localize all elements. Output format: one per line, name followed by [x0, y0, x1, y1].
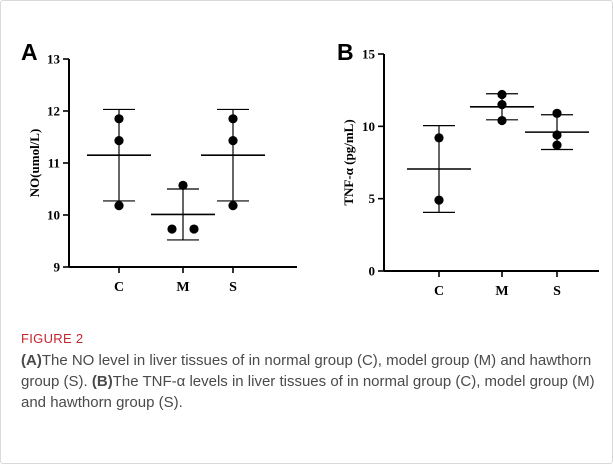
panel-label-a: A	[21, 39, 38, 65]
panel-label-b: B	[337, 39, 354, 65]
figure-charts: A B 9 10 11 12 13 NO(umol/L) C M S 0 5 10 15 TNF-α (…	[1, 1, 613, 311]
y-tick-label: 13	[47, 52, 61, 67]
figure-caption: FIGURE 2 (A)The NO level in liver tissue…	[21, 331, 596, 413]
figure-label: FIGURE 2	[21, 331, 84, 346]
caption-marker-a: (A)	[21, 352, 42, 369]
y-tick-label: 12	[47, 104, 60, 119]
data-point	[552, 108, 562, 118]
data-point	[189, 224, 199, 234]
x-tick-label: S	[229, 280, 237, 295]
y-tick-label: 0	[369, 264, 376, 279]
x-tick-label: M	[176, 280, 189, 295]
x-tick-label: S	[553, 284, 561, 299]
caption-text: (A)The NO level in liver tissues of in n…	[21, 350, 596, 413]
data-point	[228, 114, 238, 124]
y-tick-label: 5	[369, 191, 376, 206]
data-point	[497, 115, 507, 126]
y-tick-label: 10	[47, 208, 60, 223]
y-axis-label: NO(umol/L)	[27, 129, 42, 198]
y-tick-label: 11	[48, 156, 60, 171]
data-point	[552, 140, 562, 150]
data-point	[228, 136, 238, 146]
x-tick-label: C	[434, 284, 444, 299]
y-tick-label: 15	[362, 47, 376, 62]
data-point	[228, 201, 238, 211]
caption-marker-b: (B)	[91, 373, 113, 390]
data-point	[114, 114, 124, 124]
data-point	[178, 180, 188, 190]
data-point	[497, 100, 507, 110]
x-tick-label: C	[114, 280, 124, 295]
data-point	[114, 201, 124, 211]
chart-b: 0 5 10 15 TNF-α (pg/mL) C M S	[341, 47, 599, 299]
data-point	[114, 136, 124, 146]
x-tick-label: M	[495, 284, 508, 299]
data-point	[167, 224, 177, 234]
y-tick-label: 9	[54, 260, 61, 275]
chart-a: 9 10 11 12 13 NO(umol/L) C M S	[27, 52, 297, 295]
data-point	[552, 130, 562, 140]
data-point	[434, 133, 444, 143]
data-point	[434, 195, 444, 205]
y-tick-label: 10	[362, 119, 375, 134]
data-point	[497, 89, 507, 100]
y-axis-label: TNF-α (pg/mL)	[341, 119, 356, 205]
caption-text-b: The TNF-α levels in liver tissues of in …	[21, 373, 595, 411]
caption-text-a: The NO level in liver tissues of in norm…	[21, 352, 592, 390]
